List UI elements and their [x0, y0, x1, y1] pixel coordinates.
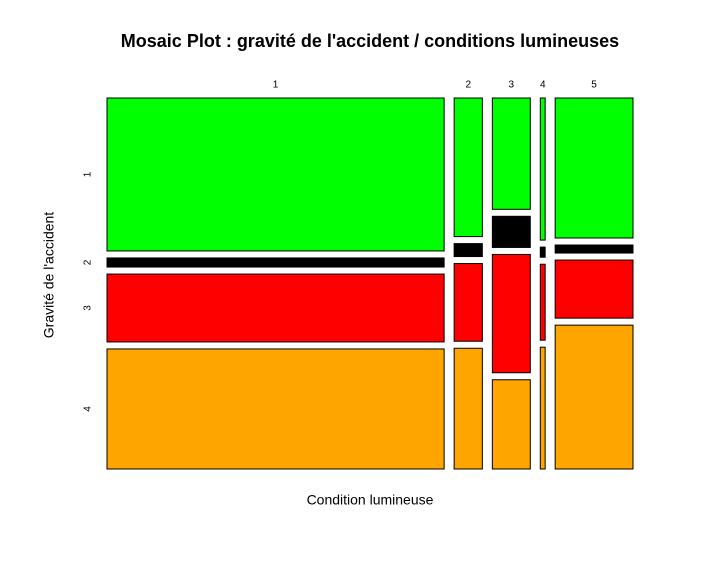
mosaic-cell [554, 244, 634, 254]
row-label: 2 [83, 259, 94, 265]
row-label: 4 [83, 406, 94, 412]
column-label: 3 [509, 80, 515, 91]
column-label: 5 [591, 80, 597, 91]
mosaic-cell [539, 346, 546, 470]
mosaic-cell [453, 263, 483, 342]
mosaic-cell [539, 263, 546, 341]
mosaic-cell [554, 324, 634, 470]
mosaic-cell [453, 347, 483, 470]
mosaic-cell [106, 348, 445, 470]
x-axis-label: Condition lumineuse [307, 492, 434, 508]
mosaic-cell [491, 97, 531, 210]
mosaic-cell [554, 97, 634, 239]
column-label: 2 [465, 80, 471, 91]
chart-title: Mosaic Plot : gravité de l'accident / co… [121, 31, 619, 51]
mosaic-cell [554, 259, 634, 319]
mosaic-cell [491, 253, 531, 374]
row-label: 1 [83, 171, 94, 177]
mosaic-cell [539, 246, 546, 258]
mosaic-cell [491, 379, 531, 470]
mosaic-cell [106, 273, 445, 343]
mosaic-cell [106, 257, 445, 268]
row-label: 3 [83, 305, 94, 311]
mosaic-cell [491, 215, 531, 248]
mosaic-cell [453, 97, 483, 238]
mosaic-cell [453, 243, 483, 258]
mosaic-cell [106, 97, 445, 252]
y-axis-label: Gravité de l'accident [41, 212, 57, 339]
column-label: 1 [273, 80, 279, 91]
column-label: 4 [540, 80, 546, 91]
mosaic-cell [539, 97, 546, 241]
